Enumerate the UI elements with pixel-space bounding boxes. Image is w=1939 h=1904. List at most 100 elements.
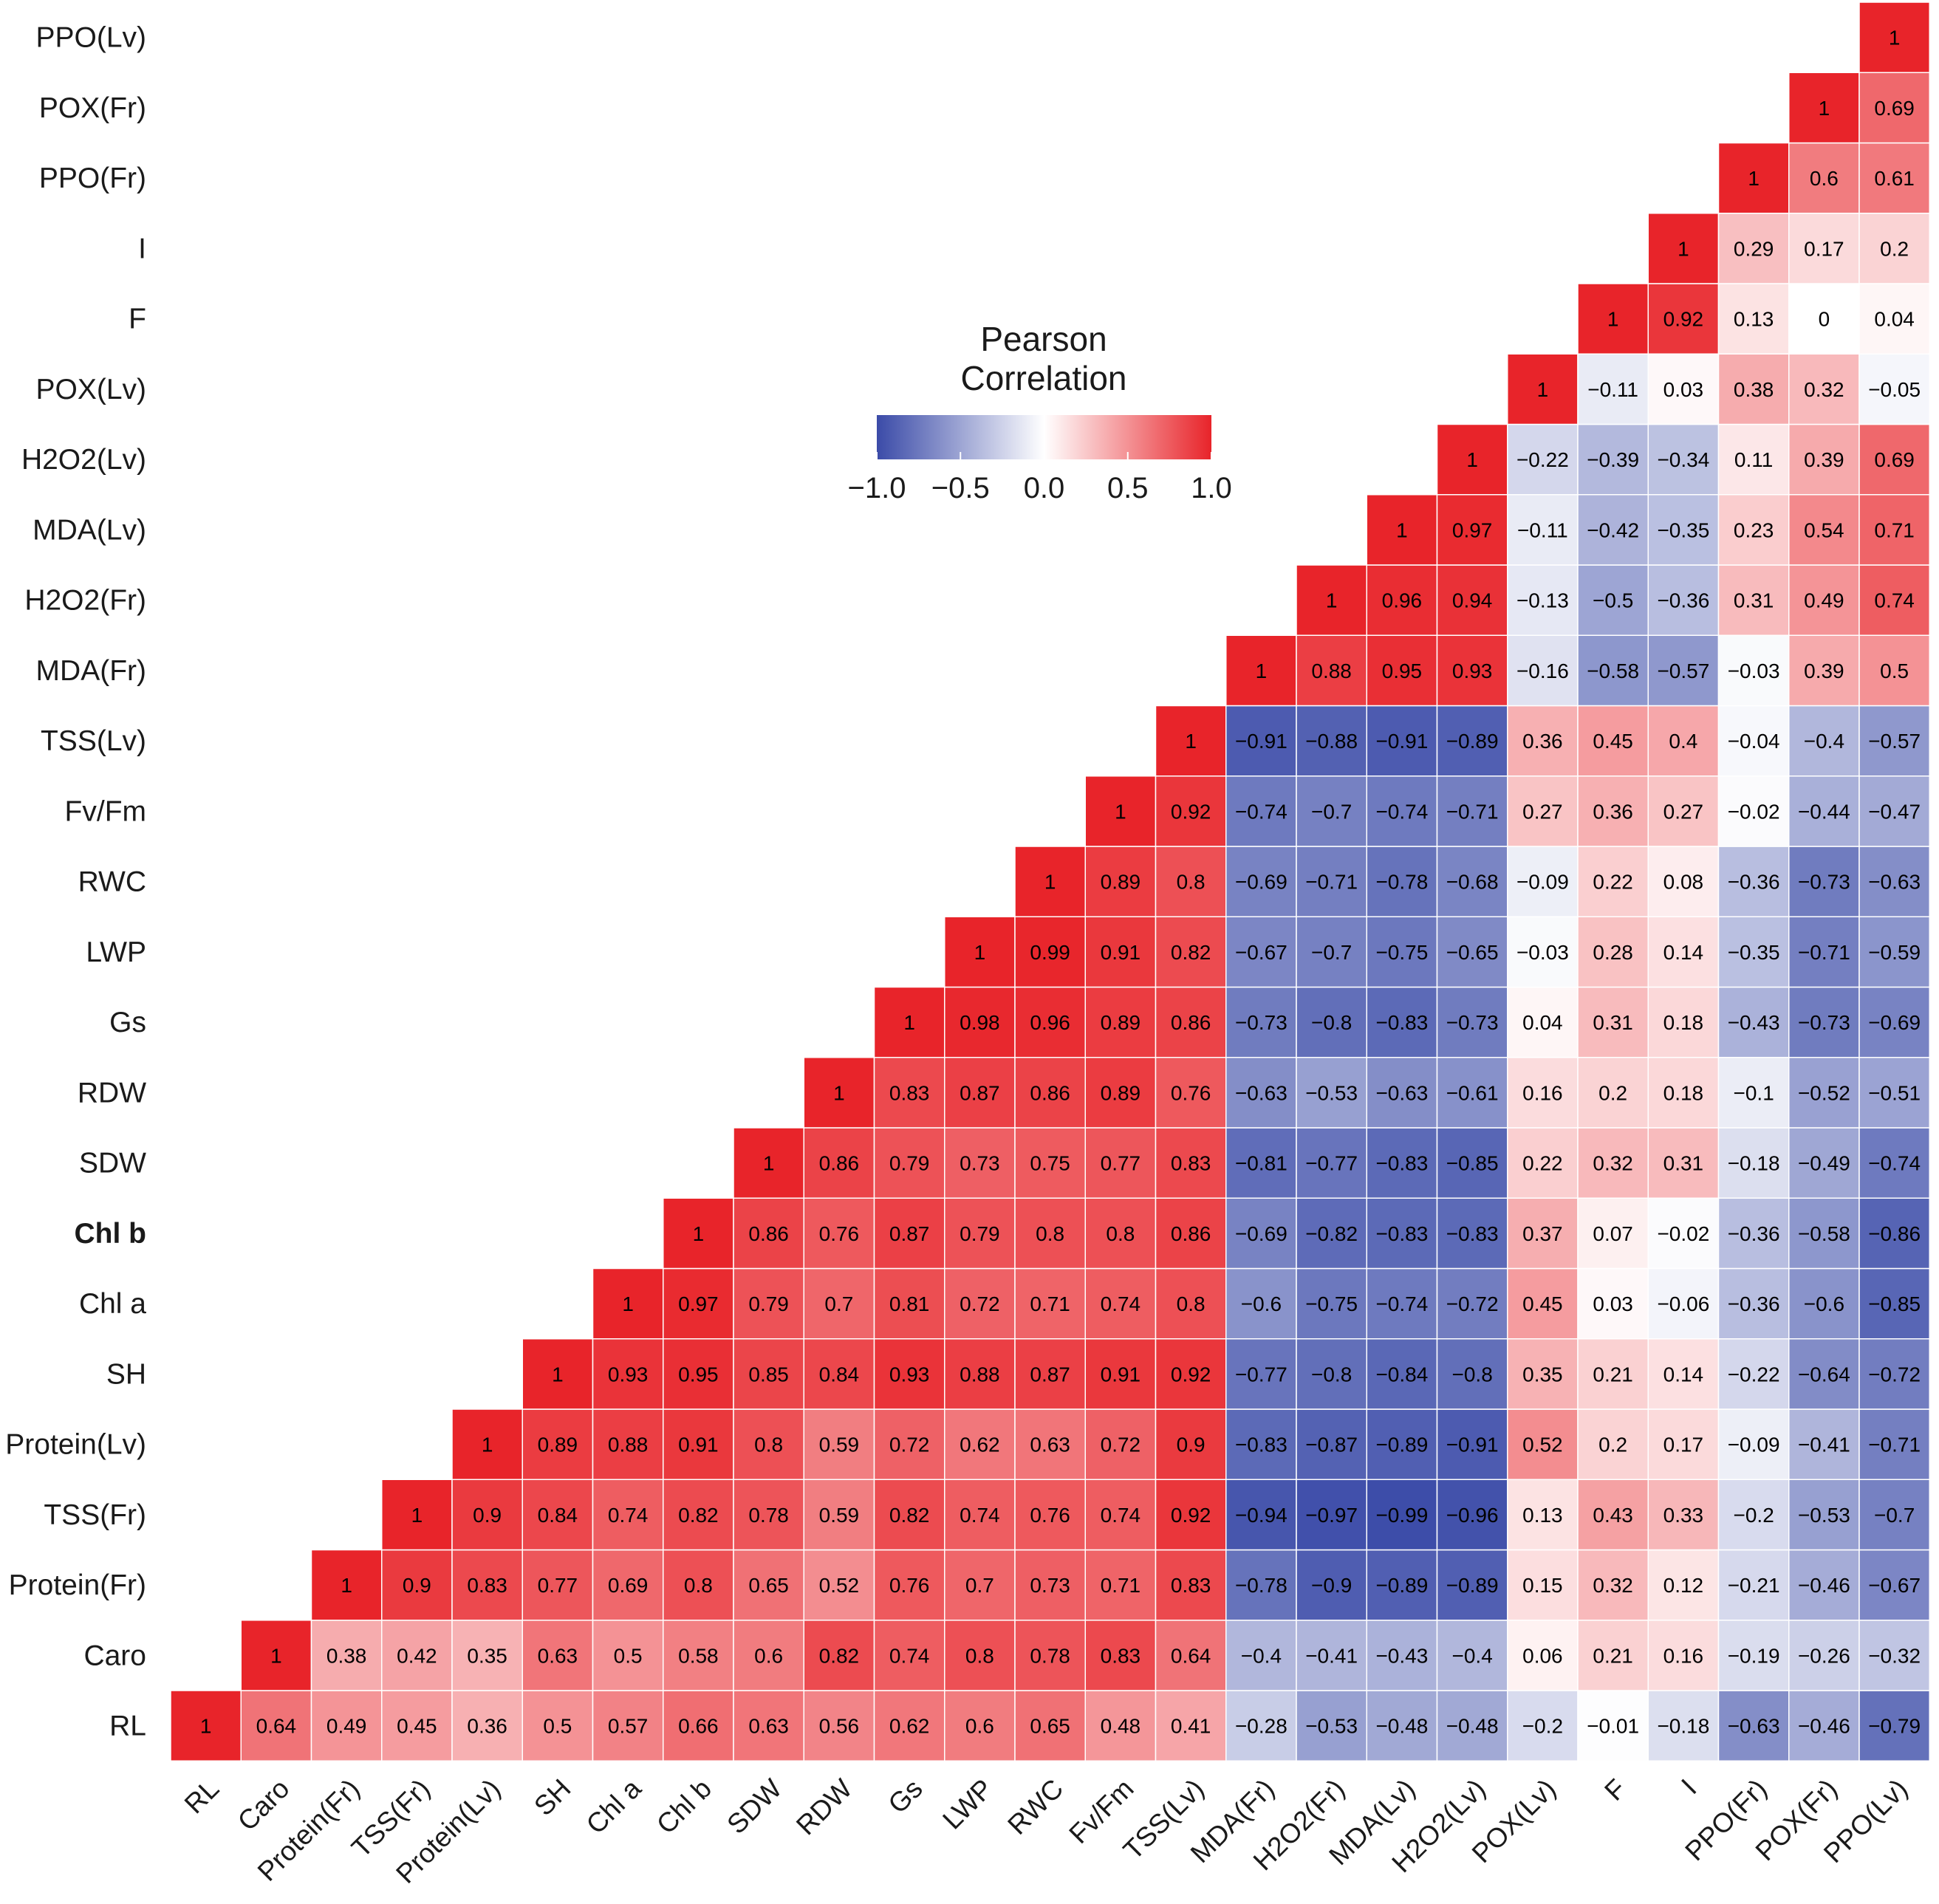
y-label-tss-fr: TSS(Fr) [44,1499,146,1531]
cell-rl-rdw [803,1690,875,1761]
cell-label-h2o2-fr-ppo-lv: 0.74 [1874,589,1915,612]
cell-ppo-fr-ppo-fr [1717,142,1790,214]
cell-label-tss-fr-h2o2-lv: −0.96 [1446,1504,1499,1527]
cell-mda-lv-pox-lv [1507,494,1579,566]
cell-rwc-f [1577,846,1649,917]
cell-label-caro-fv-fm: 0.83 [1101,1644,1141,1667]
cell-label-rdw-i: 0.18 [1663,1081,1704,1104]
cell-label-fv-fm-pox-lv: 0.27 [1522,800,1563,823]
cell-label-pox-lv-i: 0.03 [1663,378,1704,401]
y-label-gs: Gs [109,1007,146,1038]
cell-label-protein-lv-i: 0.17 [1663,1434,1704,1456]
cell-tss-lv-ppo-lv [1858,705,1930,777]
legend-tick-label: −0.5 [931,472,990,504]
cell-chl-b-f [1577,1197,1649,1270]
cell-label-protein-fr-rwc: 0.73 [1030,1574,1070,1597]
cell-label-gs-pox-fr: −0.73 [1798,1011,1850,1034]
cell-label-chl-b-h2o2-lv: −0.83 [1446,1222,1499,1245]
cell-label-ppo-lv-ppo-lv: 1 [1889,27,1901,49]
cell-label-chl-b-rwc: 0.8 [1036,1222,1064,1245]
cell-rwc-tss-lv [1155,846,1227,917]
cell-label-tss-fr-pox-lv: 0.13 [1522,1504,1563,1527]
cell-rl-chl-a [592,1690,664,1761]
cell-protein-fr-ppo-fr [1717,1549,1790,1621]
cell-sh-h2o2-fr [1296,1338,1367,1410]
cell-rl-h2o2-fr [1296,1690,1367,1761]
cell-lwp-mda-fr [1225,916,1297,988]
cell-label-protein-fr-mda-fr: −0.78 [1235,1574,1287,1597]
cell-label-rl-pox-fr: −0.46 [1798,1715,1850,1738]
cell-caro-ppo-lv [1858,1620,1930,1691]
cell-label-rwc-h2o2-fr: −0.71 [1305,871,1358,894]
cell-f-i [1647,283,1720,355]
cell-label-chl-b-tss-lv: 0.86 [1171,1222,1211,1245]
cell-sh-i [1647,1338,1720,1410]
cell-label-rdw-rdw: 1 [833,1081,845,1104]
cell-label-rwc-pox-fr: −0.73 [1798,871,1850,894]
cell-label-caro-gs: 0.74 [889,1644,930,1667]
cell-label-f-ppo-lv: 0.04 [1874,308,1915,331]
cell-label-protein-fr-sh: 0.77 [538,1574,578,1597]
cell-fv-fm-i [1647,775,1720,847]
cell-label-caro-i: 0.16 [1663,1644,1704,1667]
cell-label-protein-fr-chl-b: 0.8 [684,1574,713,1597]
cell-label-mda-fr-mda-fr: 1 [1256,660,1268,682]
cell-sh-rwc [1014,1338,1086,1410]
cell-protein-fr-lwp [944,1549,1016,1621]
cell-label-fv-fm-fv-fm: 1 [1115,800,1126,823]
cell-label-rl-h2o2-lv: −0.48 [1446,1715,1499,1738]
x-label-sdw: SDW [721,1773,787,1840]
cell-label-rdw-h2o2-lv: −0.61 [1446,1081,1499,1104]
cell-label-h2o2-fr-ppo-fr: 0.31 [1734,589,1774,612]
cell-label-protein-lv-pox-lv: 0.52 [1522,1434,1563,1456]
cell-label-gs-tss-lv: 0.86 [1171,1011,1211,1034]
cell-pox-lv-pox-fr [1788,353,1860,425]
cell-rdw-rwc [1014,1057,1086,1129]
cell-label-sh-h2o2-lv: −0.8 [1451,1363,1492,1386]
cell-fv-fm-ppo-lv [1858,775,1930,847]
cell-mda-fr-h2o2-lv [1436,634,1508,707]
cell-gs-h2o2-lv [1436,986,1508,1058]
cell-label-gs-i: 0.18 [1663,1011,1704,1034]
y-label-rl: RL [109,1710,146,1742]
cell-label-rdw-tss-lv: 0.76 [1171,1081,1211,1104]
cell-label-gs-h2o2-lv: −0.73 [1446,1011,1499,1034]
cell-gs-fv-fm [1084,986,1157,1058]
cell-label-rl-f: −0.01 [1587,1715,1639,1738]
cell-label-fv-fm-tss-lv: 0.92 [1171,800,1211,823]
cell-gs-ppo-fr [1717,986,1790,1058]
y-label-h2o2-fr: H2O2(Fr) [24,585,146,617]
cell-label-caro-f: 0.21 [1593,1644,1633,1667]
cell-label-rdw-gs: 0.83 [889,1081,930,1104]
cell-label-sdw-sdw: 1 [763,1152,775,1175]
cell-chl-a-f [1577,1267,1649,1340]
cell-label-rl-ppo-lv: −0.79 [1868,1715,1921,1738]
cell-protein-lv-h2o2-fr [1296,1408,1367,1480]
cell-label-caro-sdw: 0.6 [754,1644,783,1667]
cell-label-caro-chl-b: 0.58 [678,1644,719,1667]
cell-label-mda-fr-pox-lv: −0.16 [1516,660,1569,682]
cell-label-h2o2-fr-i: −0.36 [1657,589,1709,612]
cell-ppo-fr-ppo-lv [1858,142,1930,214]
cell-label-tss-fr-ppo-lv: −0.7 [1874,1504,1915,1527]
cell-label-h2o2-lv-ppo-fr: 0.11 [1734,448,1773,471]
x-label-rdw: RDW [790,1773,858,1841]
y-label-protein-fr: Protein(Fr) [9,1569,146,1601]
cell-mda-fr-f [1577,634,1649,707]
x-label-chl-b: Chl b [651,1773,717,1840]
cell-label-rl-chl-b: 0.66 [678,1715,719,1738]
x-label-lwp: LWP [937,1773,999,1835]
legend-tick-label: −1.0 [848,472,906,504]
cell-label-protein-lv-h2o2-lv: −0.91 [1446,1434,1499,1456]
cell-label-rdw-ppo-lv: −0.51 [1868,1081,1921,1104]
cell-label-tss-lv-i: 0.4 [1669,730,1697,753]
cell-label-lwp-mda-lv: −0.75 [1375,941,1428,964]
cell-label-mda-lv-i: −0.35 [1657,518,1709,541]
cell-label-sh-rdw: 0.84 [819,1363,860,1386]
cell-label-caro-chl-a: 0.5 [614,1644,643,1667]
cell-label-sdw-pox-fr: −0.49 [1798,1152,1850,1175]
y-label-mda-lv: MDA(Lv) [33,514,146,546]
cell-rwc-mda-lv [1366,846,1438,917]
cell-label-sdw-fv-fm: 0.77 [1101,1152,1141,1175]
cell-label-sdw-ppo-fr: −0.18 [1728,1152,1780,1175]
